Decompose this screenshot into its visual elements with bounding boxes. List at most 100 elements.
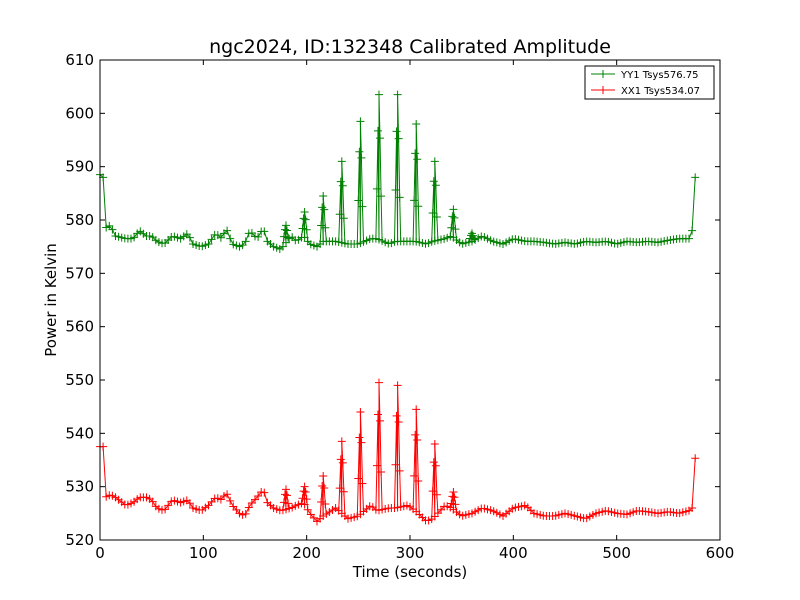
data-point-marker [356, 117, 365, 126]
data-point-marker [414, 476, 423, 485]
data-point-marker [282, 238, 290, 247]
data-point-marker [300, 208, 309, 216]
data-point-marker [298, 494, 307, 503]
data-point-marker [337, 437, 346, 446]
data-point-marker [354, 474, 363, 483]
data-point-marker [688, 226, 697, 235]
data-point-marker [223, 226, 232, 235]
data-point-marker [448, 492, 457, 501]
data-point-marker [450, 213, 459, 222]
y-tick-label: 590 [65, 158, 94, 176]
data-point-marker [393, 90, 402, 99]
data-point-marker [320, 484, 329, 492]
data-point-marker [148, 497, 157, 506]
data-point-marker [410, 196, 419, 205]
data-point-marker [260, 488, 269, 497]
data-point-marker [372, 461, 381, 470]
data-point-marker [372, 184, 381, 193]
y-tick-label: 580 [65, 211, 94, 229]
data-point-marker [393, 381, 402, 390]
data-point-marker [301, 488, 310, 496]
legend-label: XX1 Tsys534.07 [621, 86, 700, 97]
series-1 [96, 90, 700, 253]
data-point-marker [394, 418, 403, 426]
data-point-marker [108, 225, 117, 234]
data-point-marker [392, 127, 401, 136]
data-point-marker [412, 120, 421, 128]
data-point-marker [302, 495, 311, 504]
data-point-marker [244, 503, 253, 512]
data-point-marker [356, 408, 365, 416]
data-point-marker [375, 378, 383, 387]
data-point-marker [392, 411, 401, 420]
data-point-marker [428, 209, 437, 218]
data-point-marker [339, 487, 348, 496]
legend-marker [599, 70, 607, 78]
data-point-marker [414, 202, 423, 211]
data-point-marker [377, 467, 386, 476]
data-point-marker [300, 500, 309, 509]
legend-marker [599, 86, 607, 94]
legend-box [584, 65, 715, 100]
data-point-marker [298, 224, 307, 233]
data-point-marker [410, 471, 419, 480]
data-point-marker [335, 484, 344, 493]
data-point-marker [431, 181, 440, 190]
data-point-marker [451, 225, 460, 234]
data-point-marker [317, 498, 326, 506]
data-point-marker [358, 202, 367, 211]
data-point-marker [302, 225, 311, 234]
data-point-marker [278, 242, 287, 251]
series-layer [96, 90, 700, 526]
series-2 [96, 378, 700, 526]
data-point-marker [254, 232, 263, 241]
data-point-marker [395, 466, 404, 475]
x-axis-label: Time (seconds) [352, 563, 468, 581]
data-point-marker [447, 223, 456, 232]
y-tick-label: 520 [65, 531, 94, 549]
data-point-marker [241, 509, 250, 518]
data-point-marker [449, 488, 458, 496]
data-point-marker [335, 210, 344, 219]
data-point-marker [376, 416, 385, 425]
data-point-marker [223, 490, 232, 499]
data-point-marker [318, 482, 327, 490]
data-point-marker [226, 496, 235, 505]
y-tick-label: 540 [65, 424, 94, 442]
data-point-marker [280, 490, 289, 499]
data-point-marker [391, 186, 400, 194]
data-point-marker [301, 215, 310, 224]
data-point-marker [470, 234, 479, 243]
data-point-marker [469, 231, 478, 240]
data-point-marker [430, 440, 439, 448]
data-point-marker [279, 232, 288, 241]
x-tick-label: 400 [499, 544, 528, 562]
x-tick-label: 100 [189, 544, 218, 562]
data-point-marker [691, 173, 700, 182]
data-point-marker [428, 487, 437, 496]
data-point-marker [185, 233, 194, 242]
data-point-marker [430, 157, 439, 166]
data-point-marker [391, 460, 400, 469]
data-point-marker [373, 410, 382, 419]
data-point-marker [204, 240, 213, 248]
data-point-marker [300, 233, 309, 242]
data-point-marker [357, 153, 366, 162]
data-point-marker [336, 455, 345, 464]
data-point-marker [354, 196, 363, 205]
data-point-marker [685, 234, 693, 243]
data-point-marker [412, 405, 421, 414]
x-tick-label: 200 [292, 544, 321, 562]
x-tick-label: 600 [706, 544, 735, 562]
x-tick-label: 0 [95, 544, 105, 562]
data-point-marker [355, 147, 364, 156]
data-point-marker [413, 436, 422, 445]
data-point-marker [299, 487, 308, 496]
data-point-marker [373, 126, 382, 135]
data-point-marker [337, 157, 346, 166]
y-axis-label: Power in Kelvin [42, 243, 60, 357]
data-point-marker [282, 485, 290, 494]
data-point-marker [336, 177, 345, 186]
data-point-marker [207, 235, 216, 244]
